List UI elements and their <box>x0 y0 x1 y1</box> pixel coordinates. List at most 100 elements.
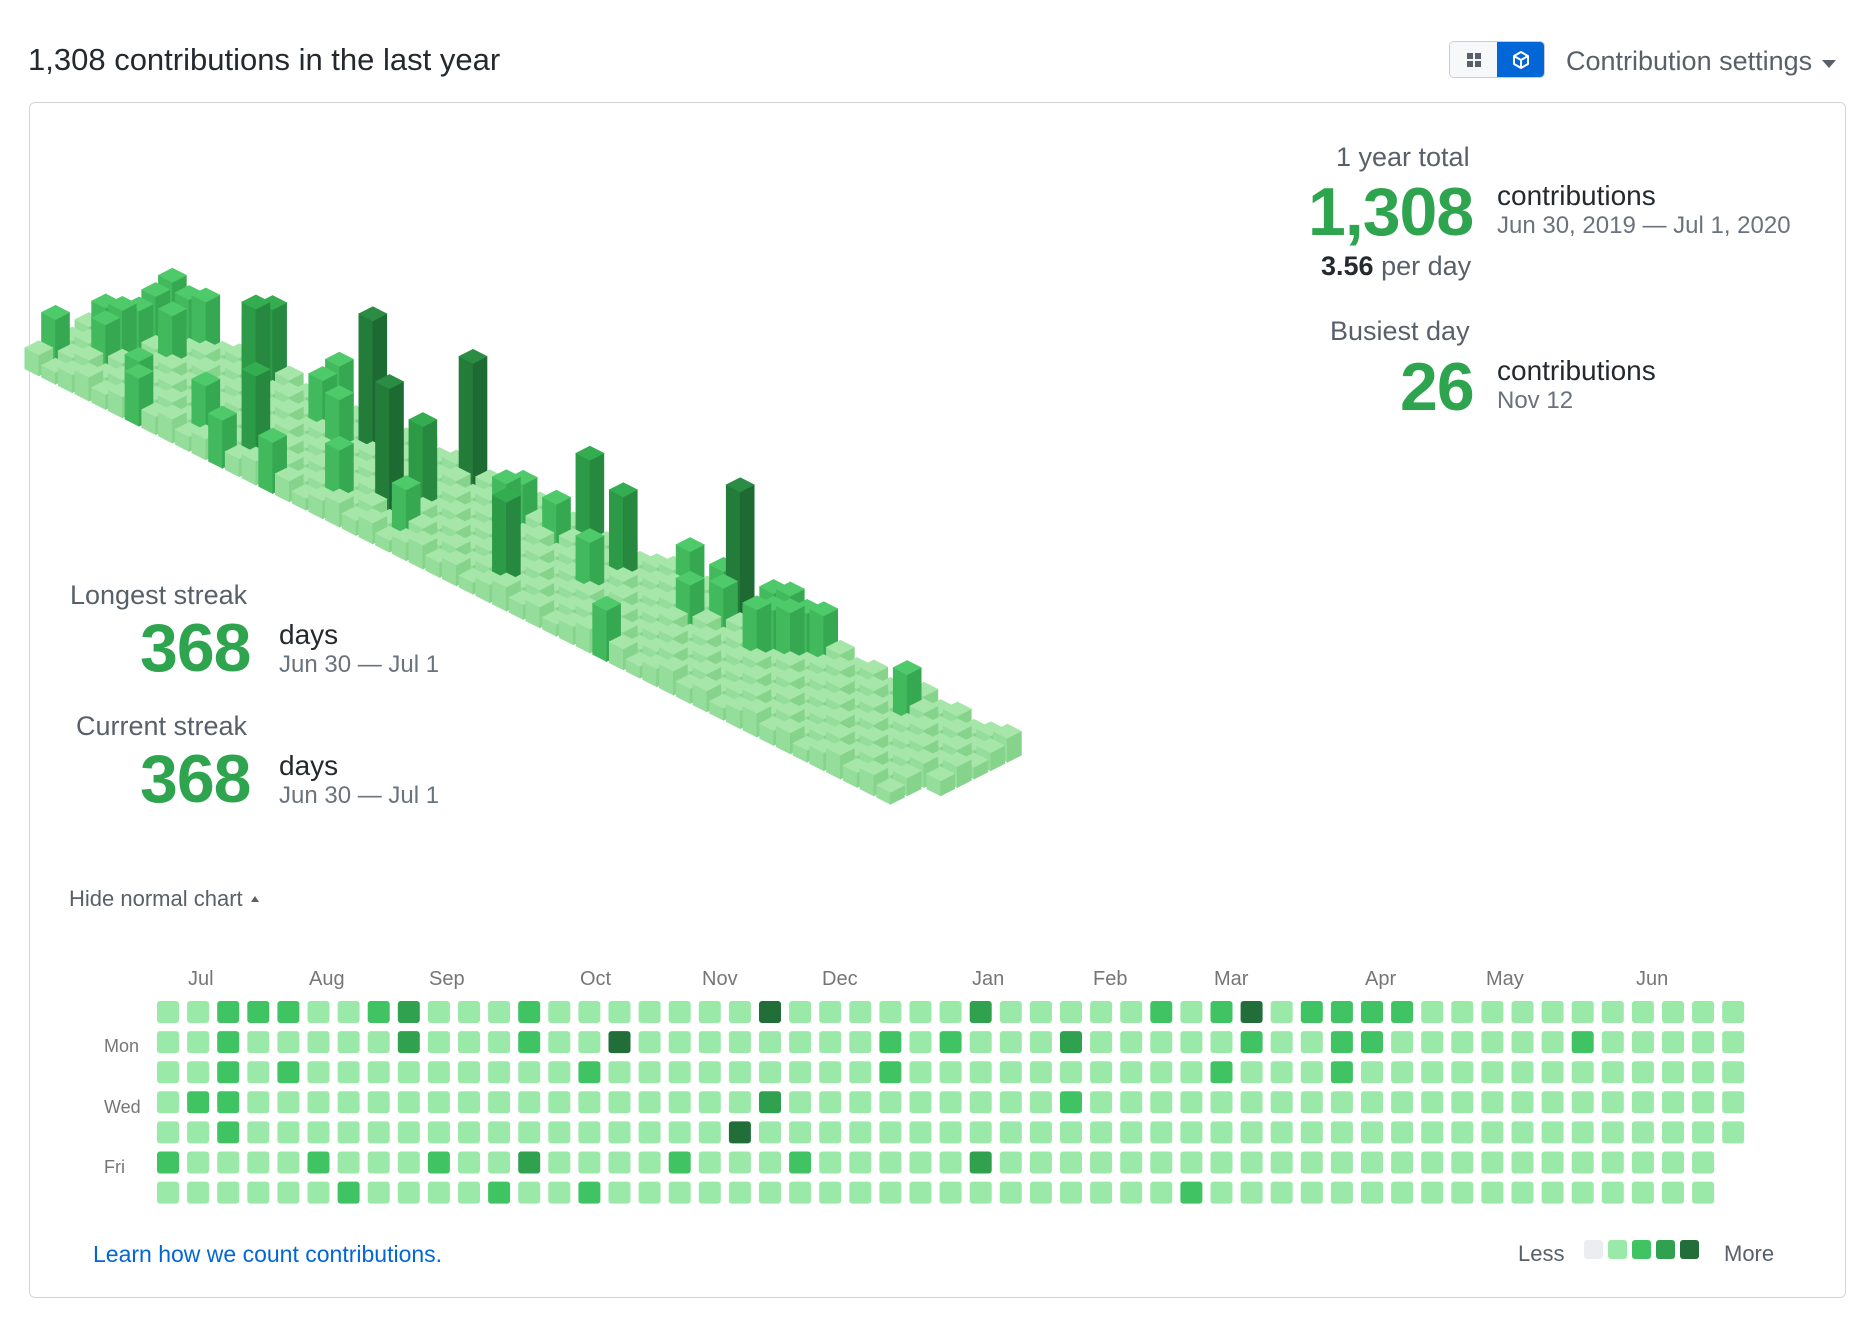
contribution-day-cell[interactable] <box>1029 1001 1052 1023</box>
contribution-day-cell[interactable] <box>1451 1001 1474 1023</box>
contribution-day-cell[interactable] <box>999 1061 1022 1084</box>
contribution-day-cell[interactable] <box>819 1001 842 1023</box>
contribution-day-cell[interactable] <box>668 1031 691 1054</box>
contribution-day-cell[interactable] <box>548 1001 571 1023</box>
contribution-day-cell[interactable] <box>1029 1061 1052 1084</box>
contribution-day-cell[interactable] <box>608 1031 631 1054</box>
contribution-day-cell[interactable] <box>277 1001 300 1023</box>
contribution-day-cell[interactable] <box>307 1181 330 1204</box>
contribution-day-cell[interactable] <box>1541 1001 1564 1023</box>
contribution-day-cell[interactable] <box>1120 1061 1143 1084</box>
contribution-day-cell[interactable] <box>397 1061 420 1084</box>
contribution-day-cell[interactable] <box>157 1151 179 1174</box>
contribution-day-cell[interactable] <box>1391 1091 1414 1114</box>
contribution-day-cell[interactable] <box>1090 1151 1113 1174</box>
contribution-day-cell[interactable] <box>1631 1121 1654 1144</box>
contribution-day-cell[interactable] <box>247 1151 270 1174</box>
contribution-day-cell[interactable] <box>277 1151 300 1174</box>
contribution-day-cell[interactable] <box>698 1031 721 1054</box>
contribution-day-cell[interactable] <box>1210 1091 1233 1114</box>
contribution-day-cell[interactable] <box>969 1061 992 1084</box>
contribution-day-cell[interactable] <box>1391 1151 1414 1174</box>
contribution-day-cell[interactable] <box>698 1121 721 1144</box>
contribution-day-cell[interactable] <box>638 1031 661 1054</box>
contribution-day-cell[interactable] <box>1029 1091 1052 1114</box>
contribution-day-cell[interactable] <box>1571 1121 1594 1144</box>
contribution-day-cell[interactable] <box>638 1091 661 1114</box>
contribution-day-cell[interactable] <box>1150 1031 1173 1054</box>
contribution-day-cell[interactable] <box>1511 1091 1534 1114</box>
contribution-day-cell[interactable] <box>157 1091 179 1114</box>
view-toggle[interactable] <box>1449 41 1545 78</box>
contribution-day-cell[interactable] <box>759 1121 781 1144</box>
contribution-day-cell[interactable] <box>1060 1151 1082 1174</box>
contribution-day-cell[interactable] <box>969 1181 992 1204</box>
contribution-day-cell[interactable] <box>277 1031 300 1054</box>
contribution-day-cell[interactable] <box>1300 1061 1323 1084</box>
contribution-day-cell[interactable] <box>1330 1121 1353 1144</box>
contribution-day-cell[interactable] <box>1541 1031 1564 1054</box>
contribution-day-cell[interactable] <box>1270 1001 1293 1023</box>
contribution-day-cell[interactable] <box>668 1091 691 1114</box>
contribution-day-cell[interactable] <box>608 1001 631 1023</box>
contribution-day-cell[interactable] <box>759 1091 781 1114</box>
contribution-day-cell[interactable] <box>1150 1181 1173 1204</box>
contribution-day-cell[interactable] <box>1060 1121 1082 1144</box>
contribution-day-cell[interactable] <box>728 1091 751 1114</box>
contribution-day-cell[interactable] <box>1210 1121 1233 1144</box>
contribution-day-cell[interactable] <box>247 1031 270 1054</box>
contribution-day-cell[interactable] <box>1120 1091 1143 1114</box>
contribution-day-cell[interactable] <box>999 1001 1022 1023</box>
contribution-day-cell[interactable] <box>1541 1091 1564 1114</box>
contribution-day-cell[interactable] <box>939 1181 962 1204</box>
contribution-day-cell[interactable] <box>789 1151 812 1174</box>
isometric-view-button[interactable] <box>1497 42 1544 77</box>
contribution-day-cell[interactable] <box>1090 1001 1113 1023</box>
contribution-day-cell[interactable] <box>488 1181 511 1204</box>
contribution-day-cell[interactable] <box>1662 1001 1684 1023</box>
contribution-day-cell[interactable] <box>1240 1121 1263 1144</box>
contribution-day-cell[interactable] <box>187 1001 210 1023</box>
contribution-day-cell[interactable] <box>789 1001 812 1023</box>
contribution-day-cell[interactable] <box>367 1181 390 1204</box>
contribution-day-cell[interactable] <box>668 1121 691 1144</box>
contribution-day-cell[interactable] <box>1120 1031 1143 1054</box>
contribution-day-cell[interactable] <box>1421 1001 1444 1023</box>
contribution-day-cell[interactable] <box>458 1181 480 1204</box>
contribution-day-cell[interactable] <box>1150 1151 1173 1174</box>
contribution-day-cell[interactable] <box>277 1061 300 1084</box>
contribution-day-cell[interactable] <box>548 1091 571 1114</box>
contribution-day-cell[interactable] <box>247 1001 270 1023</box>
contribution-day-cell[interactable] <box>728 1121 751 1144</box>
contribution-day-cell[interactable] <box>1330 1001 1353 1023</box>
contribution-day-cell[interactable] <box>909 1031 932 1054</box>
contribution-day-cell[interactable] <box>1662 1031 1684 1054</box>
contribution-day-cell[interactable] <box>939 1031 962 1054</box>
contribution-day-cell[interactable] <box>488 1031 511 1054</box>
contribution-day-cell[interactable] <box>969 1151 992 1174</box>
contribution-day-cell[interactable] <box>1391 1061 1414 1084</box>
contribution-day-cell[interactable] <box>1300 1151 1323 1174</box>
contribution-day-cell[interactable] <box>1451 1061 1474 1084</box>
contribution-day-cell[interactable] <box>1120 1001 1143 1023</box>
contribution-day-cell[interactable] <box>819 1091 842 1114</box>
contribution-day-cell[interactable] <box>1541 1061 1564 1084</box>
contribution-day-cell[interactable] <box>1300 1181 1323 1204</box>
contribution-day-cell[interactable] <box>668 1001 691 1023</box>
contribution-day-cell[interactable] <box>1300 1031 1323 1054</box>
contribution-day-cell[interactable] <box>1210 1181 1233 1204</box>
contribution-day-cell[interactable] <box>367 1031 390 1054</box>
contribution-day-cell[interactable] <box>1060 1061 1082 1084</box>
contribution-day-cell[interactable] <box>367 1121 390 1144</box>
contribution-day-cell[interactable] <box>608 1061 631 1084</box>
contribution-day-cell[interactable] <box>638 1121 661 1144</box>
contribution-day-cell[interactable] <box>608 1151 631 1174</box>
contribution-day-cell[interactable] <box>969 1121 992 1144</box>
contribution-day-cell[interactable] <box>1511 1181 1534 1204</box>
contribution-day-cell[interactable] <box>1330 1061 1353 1084</box>
contribution-day-cell[interactable] <box>578 1151 601 1174</box>
contribution-day-cell[interactable] <box>1421 1151 1444 1174</box>
contribution-day-cell[interactable] <box>397 1031 420 1054</box>
contribution-day-cell[interactable] <box>608 1181 631 1204</box>
contribution-day-cell[interactable] <box>578 1091 601 1114</box>
